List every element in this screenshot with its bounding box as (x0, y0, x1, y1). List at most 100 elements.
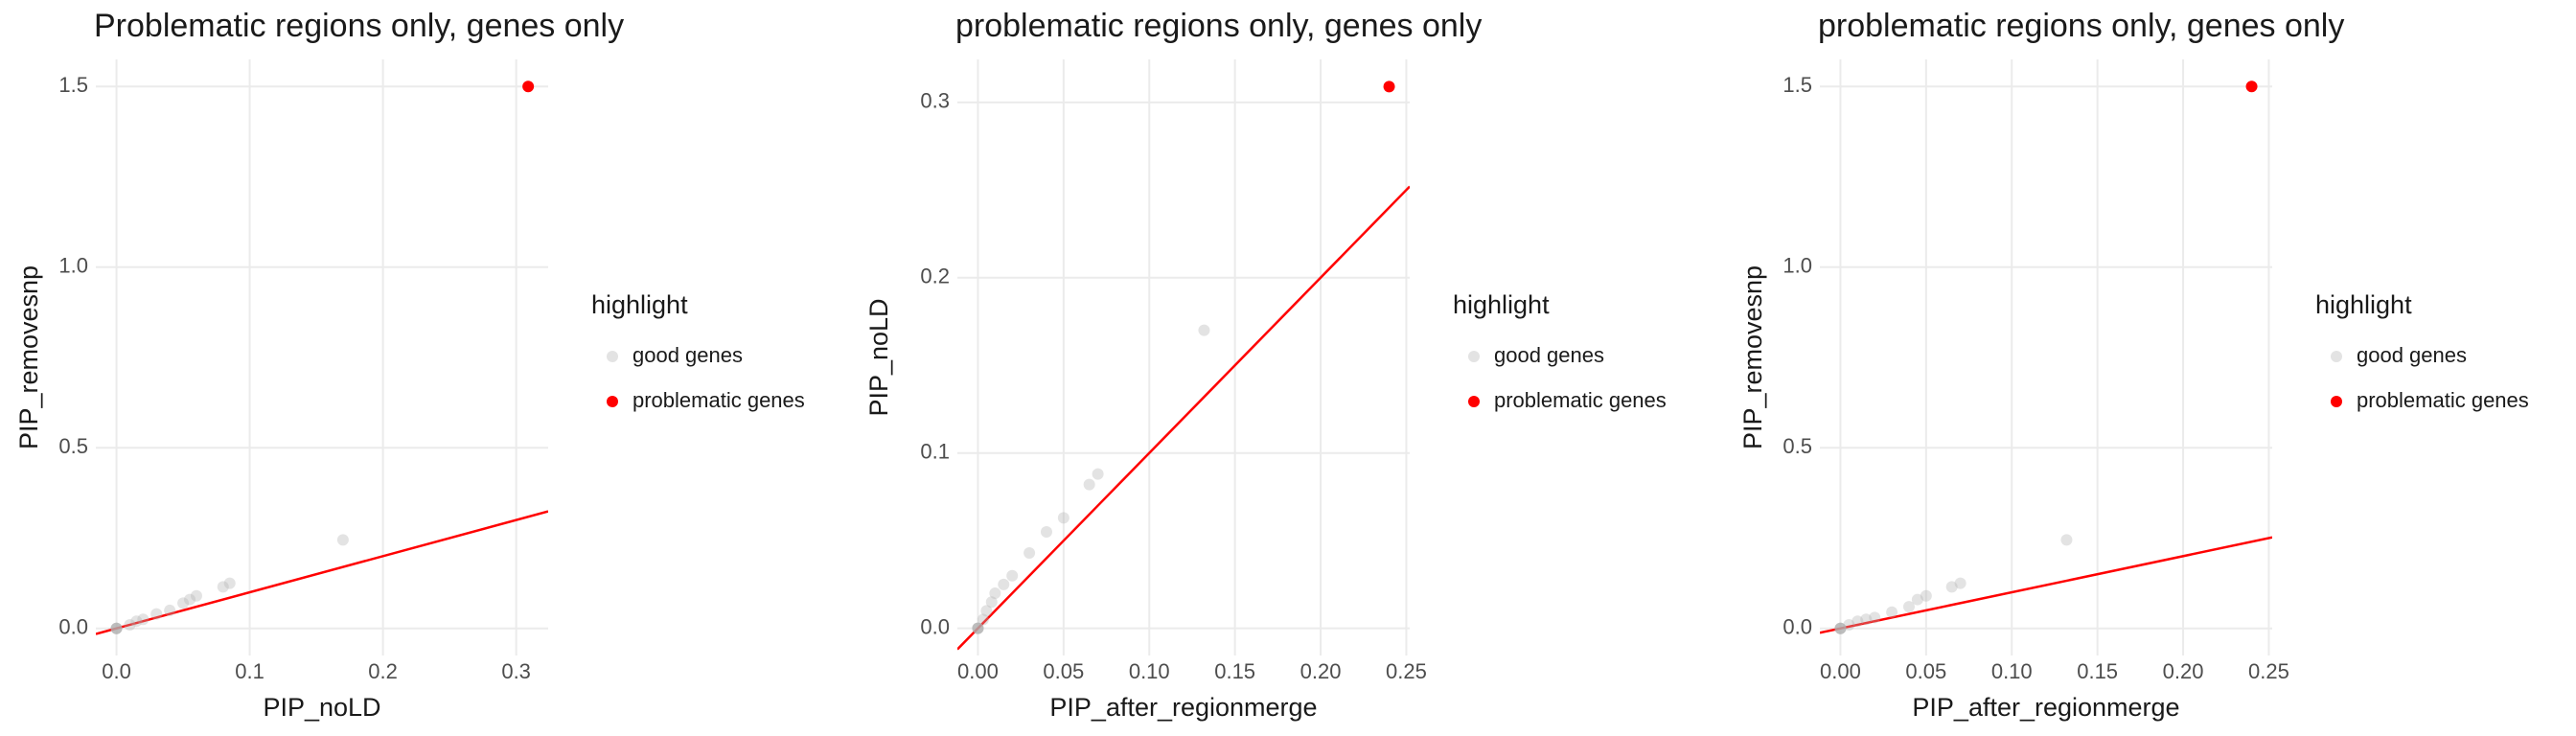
point (1860, 613, 1873, 626)
y-axis-title: PIP_removesnp (14, 265, 43, 449)
x-tick-label: 0.3 (501, 659, 531, 683)
legend-marker (2331, 396, 2342, 407)
point (522, 80, 535, 93)
point (110, 622, 123, 634)
reference-line (96, 510, 548, 635)
point (972, 622, 984, 634)
legend-title: highlight (1453, 290, 1550, 319)
point (1040, 526, 1052, 539)
chart: problematic regions only, genes only0.00… (1738, 8, 2529, 722)
point (2060, 534, 2073, 546)
legend-marker (1468, 396, 1480, 407)
y-axis-title: PIP_removesnp (1738, 265, 1767, 449)
point (989, 587, 1001, 600)
point (124, 618, 136, 631)
legend-label: good genes (2357, 343, 2467, 367)
chart: Problematic regions only, genes only 0.0 0… (14, 8, 805, 722)
point (150, 608, 163, 620)
x-axis-title: PIP_after_regionmerge (1912, 693, 2179, 722)
y-axis-title: PIP_noLD (864, 298, 893, 416)
point (972, 622, 984, 634)
point (2245, 80, 2258, 93)
y-tick-label: 0.1 (920, 440, 950, 464)
y-tick-label: 1.5 (1782, 73, 1812, 97)
x-tick-label: 0.20 (1300, 659, 1342, 683)
x-tick-label: 0.0 (102, 659, 131, 683)
point (985, 596, 998, 609)
point (1834, 622, 1847, 634)
chart-title: Problematic regions only, genes only (94, 8, 624, 44)
legend-title: highlight (591, 290, 688, 319)
reference-line (957, 185, 1410, 651)
legend-marker (607, 396, 618, 407)
point (110, 622, 123, 634)
legend-label: problematic genes (2357, 388, 2529, 412)
point (110, 622, 123, 634)
point (1024, 546, 1036, 559)
point (110, 622, 123, 634)
legend-label: good genes (1494, 343, 1604, 367)
chart-title: problematic regions only, genes only (1818, 8, 2344, 44)
chart: problematic regions only, genes only 0.0 0… (864, 8, 1667, 722)
x-axis-title: PIP_noLD (263, 693, 380, 722)
point (972, 622, 984, 634)
point (1902, 601, 1915, 613)
reference-line (1820, 536, 2272, 634)
point (972, 622, 984, 634)
x-tick-label: 0.05 (1905, 659, 1946, 683)
y-tick-label: 0.5 (1782, 434, 1812, 458)
point (1198, 324, 1210, 336)
point (1057, 512, 1070, 524)
y-tick-label: 1.0 (1782, 254, 1812, 278)
y-tick-label: 0.5 (58, 434, 88, 458)
point (1834, 622, 1847, 634)
point (1945, 581, 1958, 593)
point (1383, 80, 1395, 93)
legend-marker (1468, 351, 1480, 362)
legend-label: good genes (632, 343, 743, 367)
legend-label: problematic genes (632, 388, 805, 412)
legend-label: problematic genes (1494, 388, 1667, 412)
x-tick-label: 0.25 (2248, 659, 2289, 683)
y-tick-label: 0.3 (920, 89, 950, 113)
point (1920, 589, 1932, 602)
legend-marker (607, 351, 618, 362)
x-tick-label: 0.1 (235, 659, 264, 683)
y-tick-label: 1.0 (58, 254, 88, 278)
point (1852, 615, 1864, 628)
point (998, 578, 1010, 590)
legend-marker (2331, 351, 2342, 362)
point (190, 589, 202, 602)
point (1911, 593, 1923, 606)
y-tick-label: 0.2 (920, 264, 950, 288)
point (1869, 611, 1881, 624)
x-tick-label: 0.2 (368, 659, 398, 683)
point (137, 613, 150, 626)
point (980, 605, 993, 617)
x-tick-label: 0.25 (1386, 659, 1427, 683)
point (1886, 606, 1898, 618)
x-tick-label: 0.20 (2163, 659, 2204, 683)
x-tick-label: 0.10 (1991, 659, 2033, 683)
x-tick-label: 0.00 (1820, 659, 1861, 683)
point (223, 577, 236, 589)
point (1954, 577, 1966, 589)
x-axis-title: PIP_after_regionmerge (1049, 693, 1317, 722)
point (184, 593, 196, 606)
point (1006, 569, 1019, 582)
y-tick-label: 1.5 (58, 73, 88, 97)
point (977, 613, 989, 626)
x-tick-label: 0.15 (1214, 659, 1255, 683)
point (1083, 478, 1095, 491)
point (1834, 622, 1847, 634)
point (130, 615, 143, 628)
point (217, 581, 229, 593)
y-tick-label: 0.0 (920, 614, 950, 638)
point (1843, 618, 1855, 631)
x-tick-label: 0.05 (1043, 659, 1084, 683)
y-tick-label: 0.0 (1782, 615, 1812, 639)
x-tick-label: 0.15 (2077, 659, 2118, 683)
point (164, 604, 176, 616)
chart-title: problematic regions only, genes only (955, 8, 1482, 44)
